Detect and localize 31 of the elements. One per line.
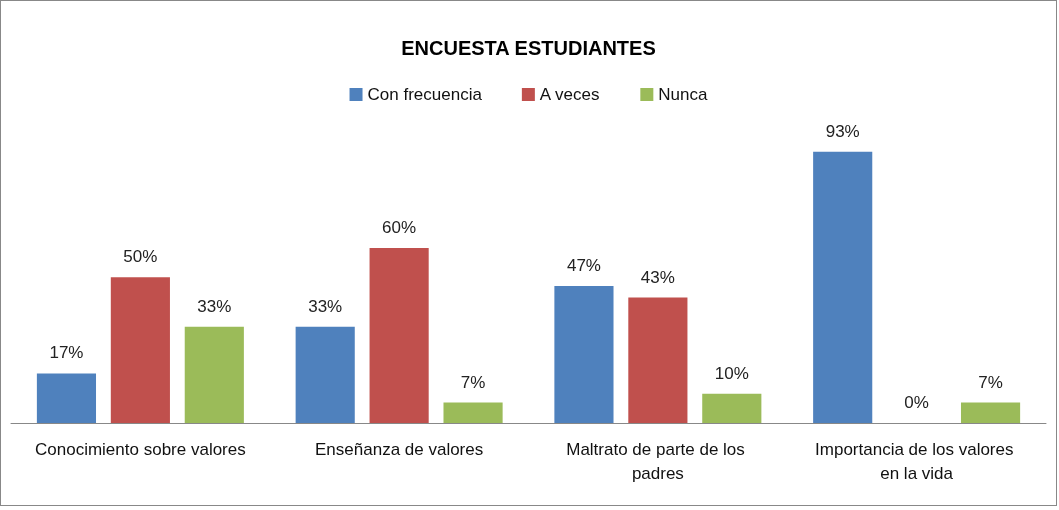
data-label: 33% (308, 296, 343, 316)
data-label: 43% (640, 267, 675, 287)
x-tick-label: Importancia de los valores en la vida (815, 439, 1019, 483)
bar (813, 151, 873, 423)
bar (628, 297, 688, 423)
legend-label: A veces (539, 85, 600, 104)
x-tick-label: Enseñanza de valores (315, 439, 484, 459)
data-label: 10% (714, 363, 749, 383)
data-label: 60% (382, 217, 417, 237)
bar (184, 326, 244, 423)
x-tick-label: Conocimiento sobre valores (35, 439, 246, 459)
legend-label: Con frecuencia (367, 85, 483, 104)
bar (369, 247, 429, 423)
legend-label: Nunca (658, 85, 709, 104)
data-label: 33% (197, 296, 232, 316)
bar (443, 402, 503, 423)
data-label: 7% (460, 372, 486, 392)
data-label: 47% (566, 255, 601, 275)
data-label: 7% (978, 372, 1003, 392)
bar (960, 402, 1021, 423)
bar (36, 373, 97, 423)
x-tick-label: Maltrato de parte de los padres (566, 439, 750, 483)
data-label: 50% (123, 247, 158, 267)
bar (702, 393, 762, 423)
data-label: 0% (904, 393, 929, 412)
bar (554, 285, 614, 423)
bar (295, 326, 355, 423)
data-label: 93% (825, 121, 860, 141)
data-label: 17% (49, 343, 84, 363)
chart-title: ENCUESTA ESTUDIANTES (401, 37, 656, 59)
bar (110, 277, 170, 423)
